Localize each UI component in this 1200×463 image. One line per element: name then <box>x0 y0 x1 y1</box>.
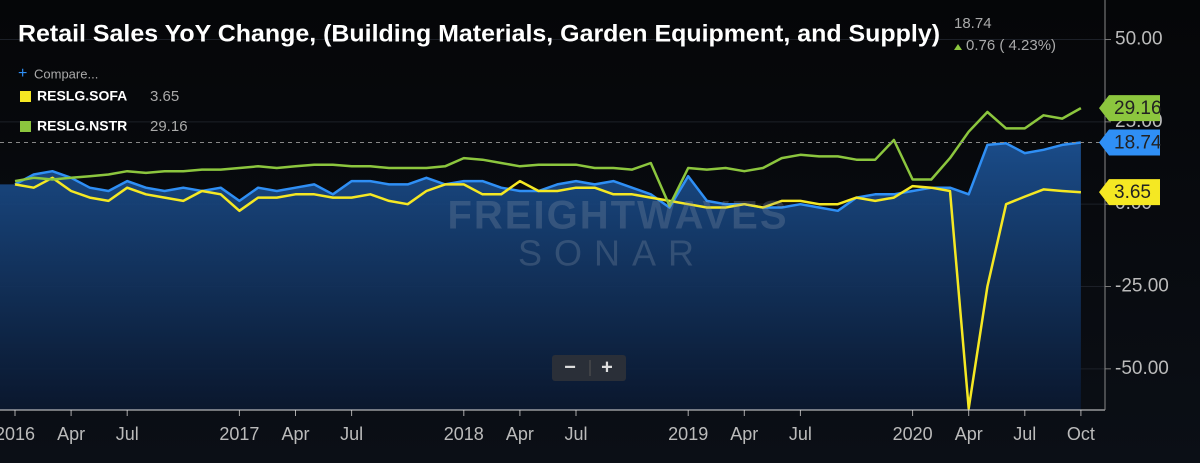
x-tick-label: Oct <box>1067 424 1095 444</box>
compare-button[interactable]: Compare... <box>34 66 98 81</box>
legend: RESLG.SOFA 3.65 RESLG.NSTR 29.16 <box>20 88 188 135</box>
header-value: 18.74 <box>954 15 992 32</box>
x-tick-label: 2018 <box>444 424 484 444</box>
chart-title: Retail Sales YoY Change, (Building Mater… <box>18 20 940 47</box>
x-tick-label: Apr <box>955 424 983 444</box>
x-tick-label: 2019 <box>668 424 708 444</box>
x-tick-label: Jul <box>564 424 587 444</box>
legend-swatch <box>20 121 31 132</box>
y-tick-label: -25.00 <box>1115 276 1169 297</box>
zoom-controls <box>552 355 626 381</box>
series-line <box>14 176 1081 410</box>
x-tick-label: Jul <box>789 424 812 444</box>
legend-value: 29.16 <box>150 118 188 135</box>
legend-label: RESLG.SOFA <box>37 88 127 104</box>
header-change: 0.76 ( 4.23%) <box>966 37 1056 54</box>
watermark: SONAR <box>518 233 706 274</box>
x-tick-label: Jul <box>116 424 139 444</box>
plot: 2016 Apr Jul 2017 Apr Jul 2018 Apr Jul 2019 Apr Jul… <box>0 0 1169 444</box>
area <box>0 142 1081 410</box>
x-tick-label: Jul <box>340 424 363 444</box>
value-label: 29.16 <box>1114 98 1162 119</box>
x-tick-label: Apr <box>506 424 534 444</box>
x-tick-label: Apr <box>57 424 85 444</box>
x-tick-label: 2017 <box>219 424 259 444</box>
value-label-box <box>1099 95 1160 122</box>
watermark: FREIGHTWAVES <box>447 194 788 238</box>
y-tick-label: -50.00 <box>1115 358 1169 379</box>
y-tick-label: 50.00 <box>1115 29 1163 50</box>
x-tick-label: 2020 <box>893 424 933 444</box>
x-tick-label: Jul <box>1013 424 1036 444</box>
x-tick-label: 2016 <box>0 424 35 444</box>
x-tick-label: Apr <box>730 424 758 444</box>
compare-icon[interactable]: + <box>18 65 27 82</box>
up-arrow <box>954 44 962 50</box>
series-line <box>14 107 1082 208</box>
legend-value: 3.65 <box>150 88 179 105</box>
zoom-in[interactable]: + <box>601 356 613 378</box>
x-tick-label: Apr <box>281 424 309 444</box>
zoom-out[interactable]: − <box>564 356 576 378</box>
value-label-box <box>1099 179 1160 206</box>
legend-label: RESLG.NSTR <box>37 118 127 134</box>
value-label: 18.74 <box>1114 132 1162 153</box>
value-label-box <box>1099 129 1160 156</box>
legend-swatch <box>20 91 31 102</box>
value-label: 3.65 <box>1114 182 1151 203</box>
